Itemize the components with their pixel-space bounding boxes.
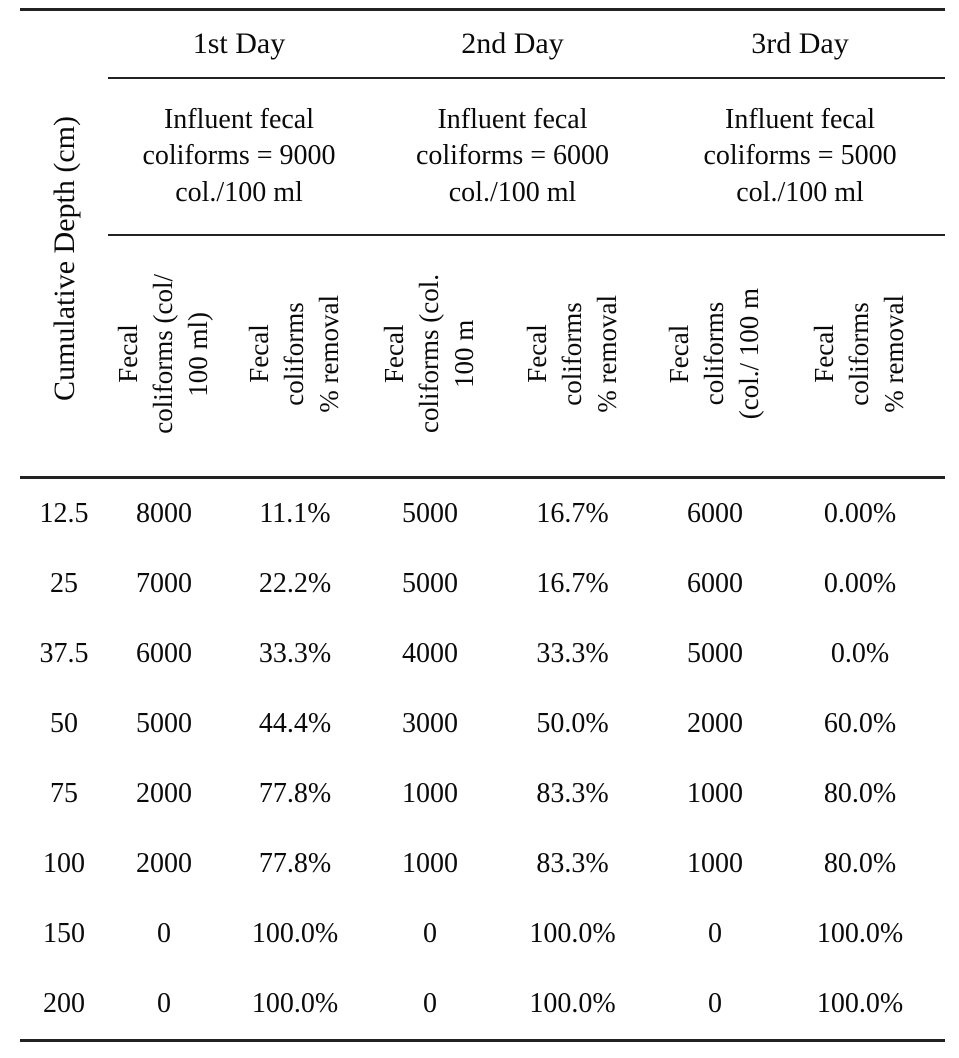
value-cell: 33.3%	[536, 638, 609, 669]
table-row: 200 0 100.0% 0 100.0% 0 100.0%	[20, 969, 945, 1041]
value-cell: 8000	[136, 498, 192, 529]
value-cell: 33.3%	[258, 638, 332, 669]
value-cell: 5000	[136, 708, 192, 739]
value-cell: 0	[157, 988, 171, 1019]
value-cell: 7000	[136, 568, 192, 599]
influent-header-1: Influent fecal coliforms = 9000 col./100…	[108, 78, 370, 236]
value-cell: 44.4%	[258, 708, 332, 739]
removal-header-label-3: Fecal coliforms % removal	[809, 294, 910, 413]
value-cell: 6000	[136, 638, 192, 669]
value-cell: 1000	[687, 848, 744, 879]
value-cell: 100.0%	[816, 918, 904, 949]
value-cell: 77.8%	[258, 848, 332, 879]
value-cell: 5000	[687, 638, 744, 669]
value-cell: 50.0%	[536, 708, 609, 739]
value-cell: 5000	[402, 498, 458, 529]
value-cell: 6000	[687, 498, 744, 529]
value-cell: 1000	[402, 848, 458, 879]
value-cell: 2000	[687, 708, 744, 739]
table-row: 150 0 100.0% 0 100.0% 0 100.0%	[20, 899, 945, 969]
depth-cell: 200	[43, 988, 85, 1019]
value-cell: 6000	[687, 568, 744, 599]
removal-header-cell-3: Fecal coliforms % removal	[775, 235, 945, 478]
cumulative-depth-label: Cumulative Depth (cm)	[47, 116, 81, 401]
removal-header-cell-1: Fecal coliforms % removal	[220, 235, 370, 478]
count-header-label-1: Fecal coliforms (col/ 100 ml)	[113, 273, 214, 434]
value-cell: 80.0%	[823, 778, 897, 809]
value-cell: 0	[708, 988, 723, 1019]
value-cell: 77.8%	[258, 778, 332, 809]
value-cell: 83.3%	[536, 778, 609, 809]
value-cell: 0.00%	[823, 498, 897, 529]
table-row: 37.5 6000 33.3% 4000 33.3% 5000 0.0%	[20, 619, 945, 689]
value-cell: 0.0%	[830, 638, 890, 669]
day-header-1: 1st Day	[108, 9, 370, 79]
value-cell: 83.3%	[536, 848, 609, 879]
day-header-3: 3rd Day	[655, 9, 946, 79]
count-header-cell-3: Fecal coliforms (col./ 100 m	[655, 235, 775, 478]
value-cell: 16.7%	[536, 568, 609, 599]
removal-header-label-1: Fecal coliforms % removal	[244, 294, 345, 413]
value-cell: 0.00%	[823, 568, 897, 599]
value-cell: 22.2%	[258, 568, 332, 599]
removal-header-cell-2: Fecal coliforms % removal	[490, 235, 655, 478]
depth-cell: 12.5	[39, 498, 89, 529]
influent-header-row: Influent fecal coliforms = 9000 col./100…	[20, 78, 946, 236]
column-header-row: Fecal coliforms (col/ 100 ml) Fecal coli…	[20, 235, 945, 478]
count-header-label-2: Fecal coliforms (col. 100 m	[379, 274, 480, 433]
value-cell: 100.0%	[251, 988, 339, 1019]
removal-header-label-2: Fecal coliforms % removal	[521, 294, 623, 413]
value-cell: 100.0%	[529, 988, 616, 1019]
value-cell: 11.1%	[259, 498, 331, 529]
depth-cell: 150	[43, 918, 85, 949]
value-cell: 3000	[402, 708, 458, 739]
value-cell: 0	[708, 918, 723, 949]
count-header-cell-1: Fecal coliforms (col/ 100 ml)	[108, 235, 220, 478]
day-header-row: Cumulative Depth (cm) 1st Day 2nd Day 3r…	[20, 9, 946, 401]
value-cell: 16.7%	[536, 498, 609, 529]
influent-header-2: Influent fecal coliforms = 6000 col./100…	[370, 78, 656, 236]
count-header-label-3: Fecal coliforms (col./ 100 m	[664, 287, 765, 420]
depth-cell: 25	[50, 568, 78, 599]
value-cell: 0	[423, 918, 437, 949]
value-cell: 80.0%	[823, 848, 897, 879]
value-cell: 0	[157, 918, 171, 949]
cumulative-depth-header-cell: Cumulative Depth (cm)	[20, 10, 108, 478]
table-row: 100 2000 77.8% 1000 83.3% 1000 80.0%	[20, 829, 945, 899]
influent-header-3: Influent fecal coliforms = 5000 col./100…	[655, 78, 946, 236]
table-row: 25 7000 22.2% 5000 16.7% 6000 0.00%	[20, 549, 945, 619]
value-cell: 100.0%	[251, 918, 339, 949]
value-cell: 4000	[402, 638, 458, 669]
fecal-coliform-results-table: Cumulative Depth (cm) 1st Day 2nd Day 3r…	[20, 8, 946, 1042]
value-cell: 60.0%	[823, 708, 897, 739]
depth-cell: 37.5	[39, 638, 89, 669]
value-cell: 100.0%	[529, 918, 616, 949]
count-header-cell-2: Fecal coliforms (col. 100 m	[370, 235, 490, 478]
value-cell: 2000	[136, 848, 192, 879]
depth-cell: 75	[50, 778, 78, 809]
depth-cell: 50	[50, 708, 78, 739]
day-header-2: 2nd Day	[370, 9, 656, 79]
value-cell: 100.0%	[816, 988, 904, 1019]
table-row: 12.5 8000 11.1% 5000 16.7% 6000 0.00%	[20, 478, 945, 550]
value-cell: 0	[423, 988, 437, 1019]
depth-cell: 100	[43, 848, 85, 879]
table-row: 50 5000 44.4% 3000 50.0% 2000 60.0%	[20, 689, 945, 759]
value-cell: 2000	[136, 778, 192, 809]
table-row: 75 2000 77.8% 1000 83.3% 1000 80.0%	[20, 759, 945, 829]
value-cell: 1000	[402, 778, 458, 809]
value-cell: 1000	[687, 778, 744, 809]
value-cell: 5000	[402, 568, 458, 599]
